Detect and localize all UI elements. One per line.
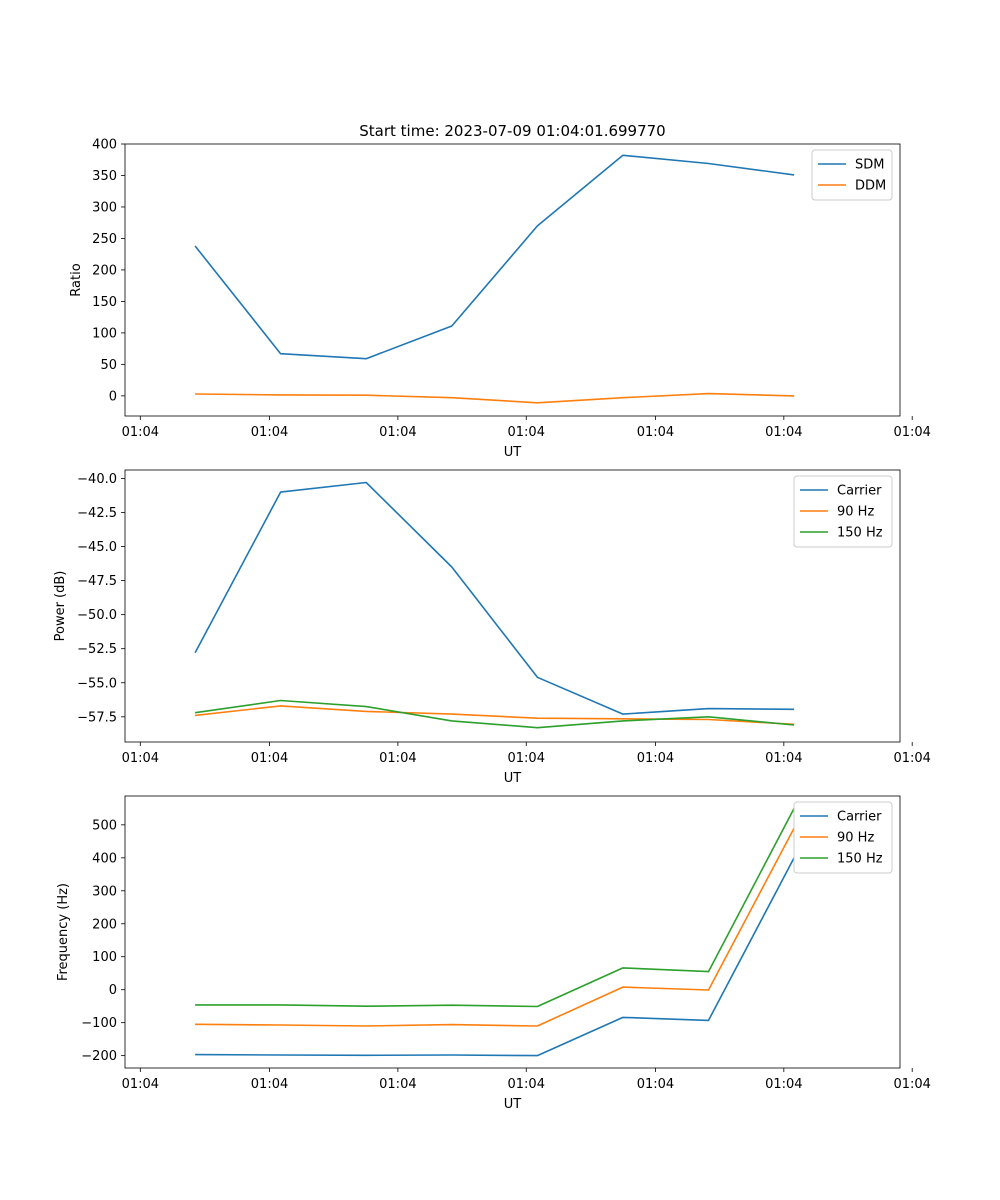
legend-label: 90 Hz <box>837 505 874 520</box>
y-tick-label: 0 <box>109 983 117 998</box>
x-axis-label: UT <box>504 771 522 786</box>
y-tick-label: −40.0 <box>77 472 117 487</box>
x-tick-label: 01:04 <box>765 751 802 766</box>
series-line-90-hz <box>195 827 795 1027</box>
y-tick-label: −55.0 <box>77 676 117 691</box>
y-tick-label: −200 <box>81 1049 117 1064</box>
subplot-power: 01:0401:0401:0401:0401:0401:0401:0401:05… <box>53 469 931 786</box>
legend-label: 90 Hz <box>837 831 874 846</box>
x-axis-label: UT <box>504 445 522 460</box>
y-tick-label: −100 <box>81 1016 117 1031</box>
series-line-150-hz <box>194 699 795 729</box>
y-tick-label: 100 <box>92 326 117 341</box>
y-axis-label: Ratio <box>69 263 84 296</box>
x-tick-label: 01:04 <box>379 425 416 440</box>
y-tick-label: 400 <box>92 138 117 153</box>
legend-label: Carrier <box>837 484 882 499</box>
x-tick-label: 01:04 <box>893 1077 930 1092</box>
legend-label: Carrier <box>837 810 882 825</box>
series-line-ddm <box>195 392 795 404</box>
x-tick-label: 01:04 <box>251 751 288 766</box>
subplot-frequency: 01:0401:0401:0401:0401:0401:0401:0401:05… <box>56 795 931 1112</box>
y-tick-label: 300 <box>92 200 117 215</box>
x-tick-label: 01:04 <box>122 425 159 440</box>
axes-frame <box>124 795 901 1069</box>
series-line-carrier <box>194 481 795 715</box>
x-tick-label: 01:04 <box>765 1077 802 1092</box>
series-line-150-hz <box>195 808 795 1008</box>
legend-box <box>811 149 893 201</box>
x-tick-label: 01:04 <box>893 751 930 766</box>
x-tick-label: 01:04 <box>379 751 416 766</box>
legend-label: 150 Hz <box>837 852 883 867</box>
x-tick-label: 01:04 <box>508 425 545 440</box>
x-tick-label: 01:04 <box>379 1077 416 1092</box>
x-tick-label: 01:04 <box>637 425 674 440</box>
y-tick-label: 300 <box>92 884 117 899</box>
series-line-carrier <box>195 857 795 1057</box>
x-tick-label: 01:04 <box>251 425 288 440</box>
y-tick-label: 350 <box>92 169 117 184</box>
y-tick-label: −47.5 <box>77 574 117 589</box>
x-tick-label: 01:04 <box>637 751 674 766</box>
legend-label: DDM <box>855 179 886 194</box>
series-line-sdm <box>194 154 795 360</box>
x-tick-label: 01:04 <box>893 425 930 440</box>
y-tick-label: 500 <box>92 818 117 833</box>
y-axis-label: Frequency (Hz) <box>56 883 71 981</box>
y-tick-label: −52.5 <box>77 642 117 657</box>
x-tick-label: 01:04 <box>122 751 159 766</box>
y-tick-label: 400 <box>92 851 117 866</box>
y-tick-label: 100 <box>92 950 117 965</box>
legend-label: 150 Hz <box>837 526 883 541</box>
y-tick-label: −57.5 <box>77 710 117 725</box>
y-tick-label: 250 <box>92 232 117 247</box>
legend-box <box>793 475 893 548</box>
y-axis-label: Power (dB) <box>53 571 68 642</box>
y-tick-label: −42.5 <box>77 506 117 521</box>
x-axis-label: UT <box>504 1097 522 1112</box>
x-tick-label: 01:04 <box>122 1077 159 1092</box>
figure-title: Start time: 2023-07-09 01:04:01.699770 <box>359 122 665 140</box>
x-tick-label: 01:04 <box>251 1077 288 1092</box>
x-tick-label: 01:04 <box>508 1077 545 1092</box>
y-tick-label: 200 <box>92 263 117 278</box>
y-tick-label: 0 <box>109 389 117 404</box>
y-tick-label: −45.0 <box>77 540 117 555</box>
y-tick-label: 200 <box>92 917 117 932</box>
x-tick-label: 01:04 <box>765 425 802 440</box>
subplot-ratio: 01:0401:0401:0401:0401:0401:0401:0401:05… <box>69 138 931 461</box>
axes-frame <box>124 469 901 743</box>
series-line-90-hz <box>195 705 795 726</box>
legend-label: SDM <box>855 158 884 173</box>
y-tick-label: 50 <box>100 358 117 373</box>
axes-frame <box>124 143 901 417</box>
y-tick-label: 150 <box>92 295 117 310</box>
y-tick-label: −50.0 <box>77 608 117 623</box>
x-tick-label: 01:04 <box>637 1077 674 1092</box>
legend-box <box>793 801 893 874</box>
x-tick-label: 01:04 <box>508 751 545 766</box>
